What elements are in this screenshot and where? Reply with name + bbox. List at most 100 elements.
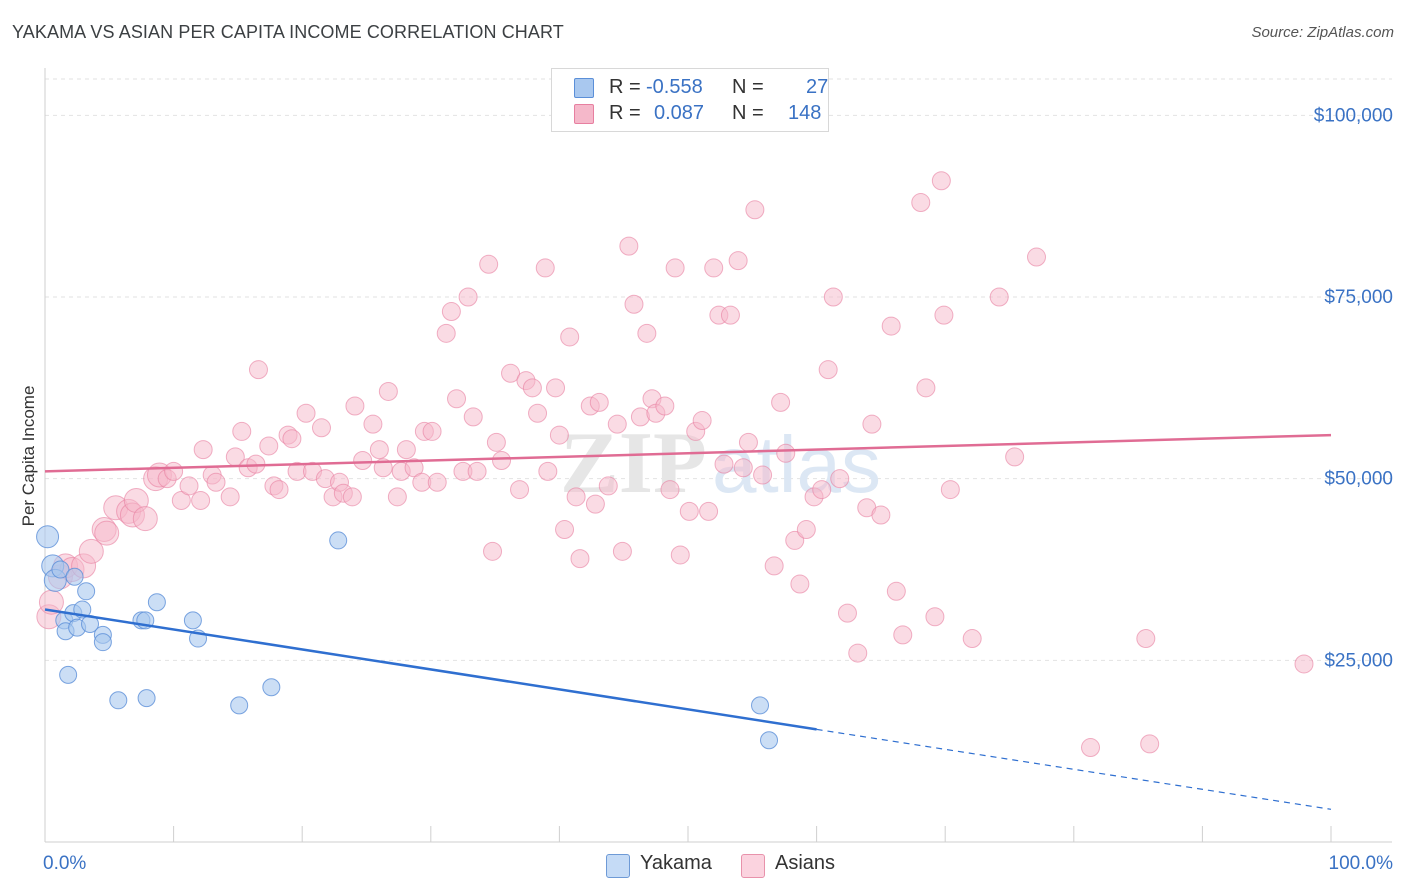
asians-point: [624, 294, 644, 314]
asians-point: [679, 501, 699, 521]
asians-point: [269, 480, 289, 500]
asians-point: [441, 302, 461, 322]
asians-point: [463, 407, 483, 427]
asians-point: [989, 287, 1009, 307]
asians-point: [296, 403, 316, 423]
yakama-point: [262, 678, 281, 697]
asians-point: [345, 396, 365, 416]
asians-point: [753, 465, 773, 485]
r-value: 0.087: [654, 102, 705, 124]
asians-point: [848, 643, 868, 663]
asians-point: [555, 520, 575, 540]
yakama-point: [230, 696, 249, 715]
asians-point: [447, 389, 467, 409]
x-tick-label: 100.0%: [1329, 853, 1394, 874]
asians-point: [566, 487, 586, 507]
asians-point: [728, 251, 748, 271]
asians-point: [570, 549, 590, 569]
asians-point: [232, 421, 252, 441]
asians-point: [670, 545, 690, 565]
asians-point: [745, 200, 765, 220]
asians-point: [510, 480, 530, 500]
asians-point: [458, 287, 478, 307]
asians-point: [598, 476, 618, 496]
asians-point: [479, 254, 499, 274]
asians-point: [925, 607, 945, 627]
yakama-point: [77, 582, 96, 601]
asians-point: [911, 193, 931, 213]
yakama-swatch: [574, 78, 594, 98]
asians-point: [665, 258, 685, 278]
asians-point: [132, 506, 158, 532]
yakama-trend-extension: [816, 728, 1332, 810]
asians-point: [193, 440, 213, 460]
yakama-point: [137, 689, 156, 708]
asians-point: [206, 472, 226, 492]
asians-point: [790, 574, 810, 594]
asians-point: [738, 432, 758, 452]
asians-point: [660, 480, 680, 500]
yakama-point: [329, 531, 348, 550]
asians-point: [1136, 629, 1156, 649]
asians-point: [1027, 247, 1047, 267]
n-label: N =: [732, 76, 764, 98]
legend-label: Yakama: [640, 852, 712, 874]
asians-point: [837, 603, 857, 623]
asians-point: [369, 440, 389, 460]
asians-point: [546, 378, 566, 398]
asians-point: [771, 392, 791, 412]
asians-point: [528, 403, 548, 423]
asians-point: [164, 461, 184, 481]
asians-point: [830, 469, 850, 489]
asians-point: [1294, 654, 1314, 674]
asians-point: [422, 421, 442, 441]
x-tick-label: 0.0%: [43, 853, 86, 874]
chart-title: YAKAMA VS ASIAN PER CAPITA INCOME CORREL…: [12, 22, 564, 42]
asians-point: [720, 305, 740, 325]
asians-point: [248, 360, 268, 380]
correlation-legend: R = -0.558 N = 27 R = 0.087 N = 148: [551, 68, 829, 132]
asians-point: [796, 520, 816, 540]
asians-point: [311, 418, 331, 438]
yakama-point: [59, 665, 78, 684]
asians-point: [607, 414, 627, 434]
asians-point: [535, 258, 555, 278]
yakama-point: [65, 567, 84, 586]
yakama-trend-line: [44, 608, 817, 731]
yakama-point: [51, 560, 70, 579]
asians-point: [538, 461, 558, 481]
asians-point: [612, 541, 632, 561]
asians-point: [94, 520, 120, 546]
asians-point: [931, 171, 951, 191]
asians-point: [387, 487, 407, 507]
asians-point: [501, 363, 521, 383]
asians-point: [522, 378, 542, 398]
tick-labels: $25,000 $50,000 $75,000 $100,000 0.0% 100.0%: [43, 105, 1393, 874]
asians-point: [940, 480, 960, 500]
asians-swatch: [741, 854, 765, 878]
asians-point: [823, 287, 843, 307]
asians-point: [812, 480, 832, 500]
asians-point: [191, 490, 211, 510]
asians-point: [483, 541, 503, 561]
asians-trend-line: [44, 433, 1332, 473]
asians-point: [353, 451, 373, 470]
asians-point: [259, 436, 279, 456]
asians-point: [881, 316, 901, 336]
trend-lines: [44, 433, 1332, 810]
asians-point: [637, 323, 657, 343]
yakama-point: [760, 731, 779, 750]
asians-point: [78, 538, 104, 564]
n-label: N =: [732, 102, 764, 124]
asians-point: [655, 396, 675, 416]
r-value: -0.558: [646, 76, 703, 98]
r-label: R =: [609, 76, 641, 98]
asians-point: [871, 505, 891, 525]
asians-swatch: [574, 104, 594, 124]
asians-point: [916, 378, 936, 398]
yakama-swatch: [606, 854, 630, 878]
asians-point: [1081, 738, 1101, 758]
asians-points: [36, 171, 1314, 758]
asians-point: [486, 432, 506, 452]
